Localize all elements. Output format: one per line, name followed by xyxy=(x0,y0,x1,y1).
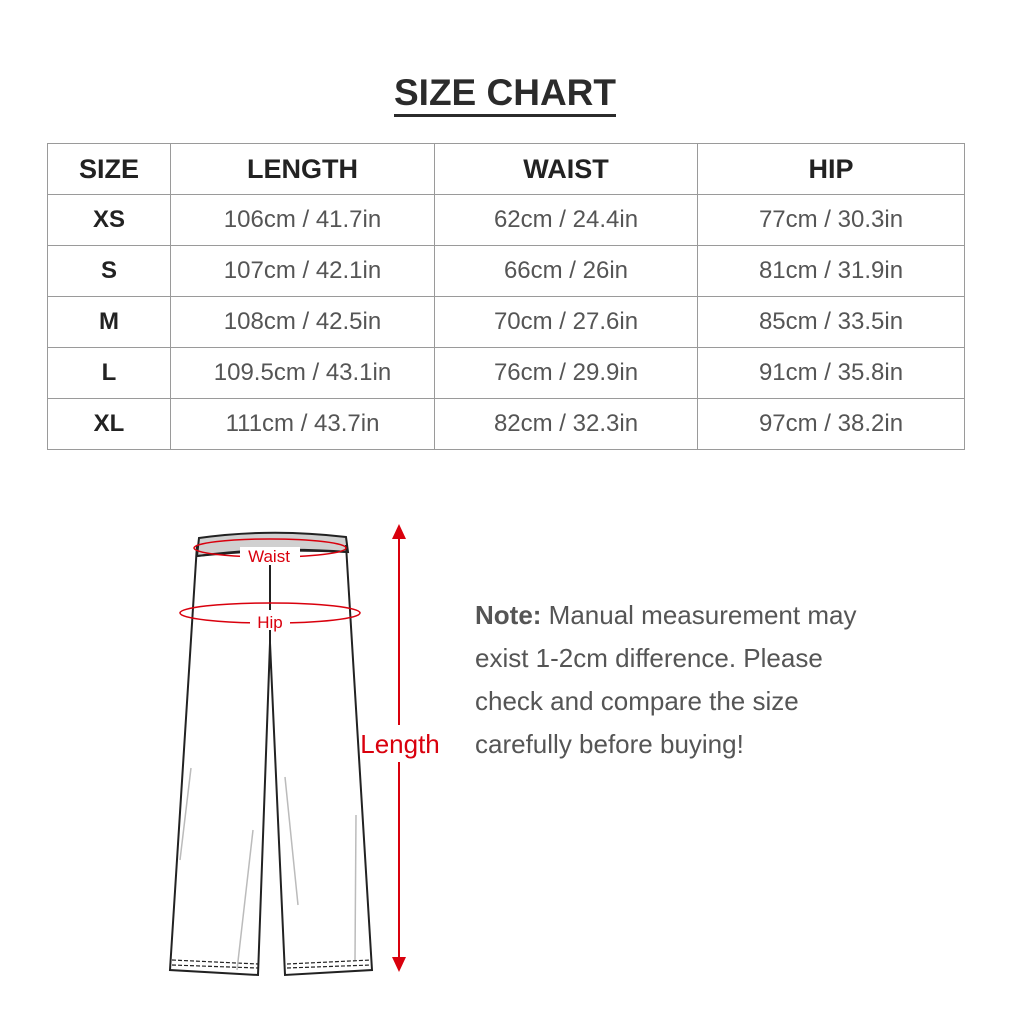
hip-label: Hip xyxy=(257,613,283,632)
waist-label: Waist xyxy=(248,547,290,566)
title-text: SIZE CHART xyxy=(394,72,616,117)
note-text: Note: Manual measurement may exist 1-2cm… xyxy=(475,594,895,766)
size-cell: XS xyxy=(47,194,171,246)
size-cell: S xyxy=(47,245,171,297)
length-cell: 107cm / 42.1in xyxy=(170,245,435,297)
waist-cell: 70cm / 27.6in xyxy=(434,296,698,348)
hip-cell: 91cm / 35.8in xyxy=(697,347,965,399)
hip-cell: 97cm / 38.2in xyxy=(697,398,965,450)
table-row: L 109.5cm / 43.1in 76cm / 29.9in 91cm / 35.… xyxy=(47,347,965,399)
length-label: Length xyxy=(360,729,440,759)
length-cell: 108cm / 42.5in xyxy=(170,296,435,348)
waist-cell: 66cm / 26in xyxy=(434,245,698,297)
header-size: SIZE xyxy=(47,143,171,195)
pants-outline xyxy=(168,531,374,977)
waist-cell: 82cm / 32.3in xyxy=(434,398,698,450)
header-waist: WAIST xyxy=(434,143,698,195)
size-cell: L xyxy=(47,347,171,399)
waist-cell: 62cm / 24.4in xyxy=(434,194,698,246)
table-row: XS 106cm / 41.7in 62cm / 24.4in 77cm / 30.3… xyxy=(47,194,965,246)
header-hip: HIP xyxy=(697,143,965,195)
size-cell: M xyxy=(47,296,171,348)
note-body: Manual measurement may exist 1-2cm diffe… xyxy=(475,600,857,759)
size-table: SIZE LENGTH WAIST HIP XS 106cm / 41.7in 62… xyxy=(47,143,965,450)
table-row: M 108cm / 42.5in 70cm / 27.6in 85cm / 33.5i… xyxy=(47,296,965,348)
length-cell: 111cm / 43.7in xyxy=(170,398,435,450)
table-row: S 107cm / 42.1in 66cm / 26in 81cm / 31.9in xyxy=(47,245,965,297)
hip-cell: 81cm / 31.9in xyxy=(697,245,965,297)
pants-creases xyxy=(179,767,357,971)
size-cell: XL xyxy=(47,398,171,450)
length-cell: 106cm / 41.7in xyxy=(170,194,435,246)
hip-cell: 77cm / 30.3in xyxy=(697,194,965,246)
hip-cell: 85cm / 33.5in xyxy=(697,296,965,348)
note-label: Note: xyxy=(475,600,542,630)
table-row: XL 111cm / 43.7in 82cm / 32.3in 97cm / 38.2… xyxy=(47,398,965,450)
length-cell: 109.5cm / 43.1in xyxy=(170,347,435,399)
page-title: SIZE CHART xyxy=(0,72,1010,117)
